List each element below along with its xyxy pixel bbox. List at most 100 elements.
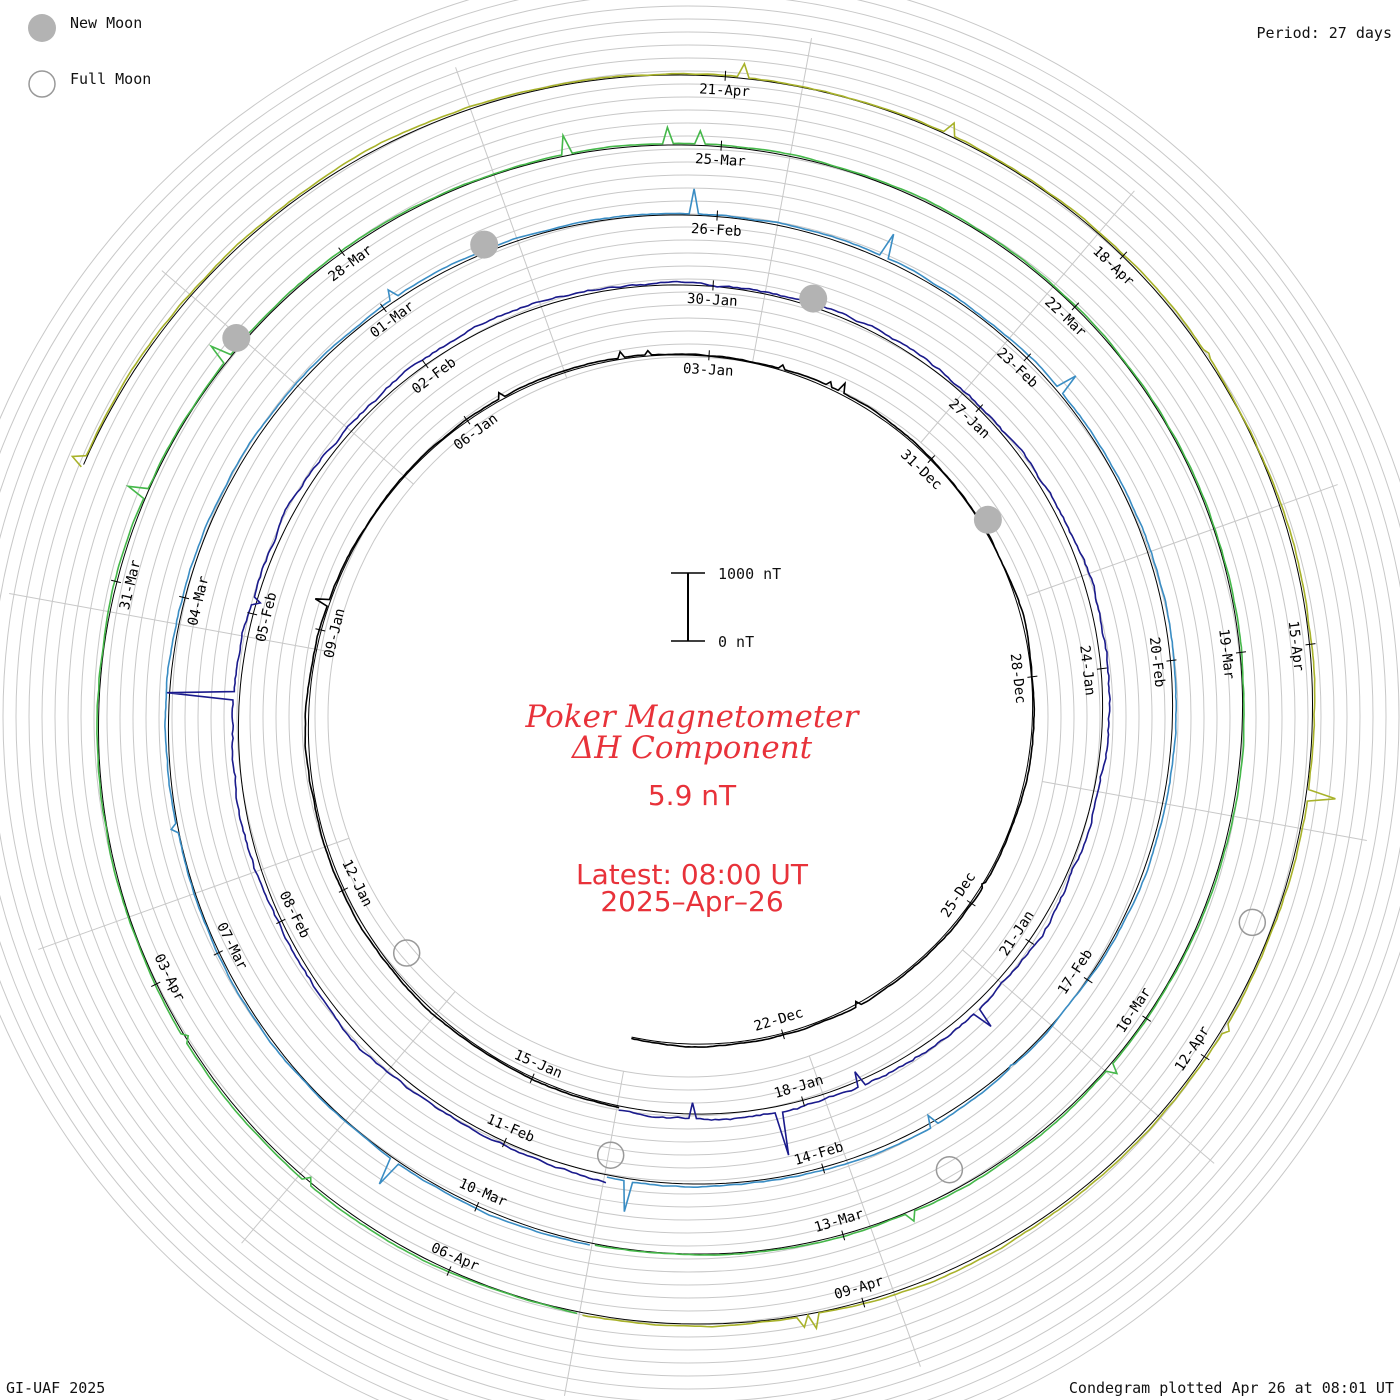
date-label-layer: 22-Dec25-Dec28-Dec31-Dec03-Jan06-Jan09-J… — [111, 70, 1316, 1308]
date-tick — [1083, 977, 1093, 984]
date-tick — [502, 1137, 507, 1148]
full-moon-marker — [935, 1155, 964, 1184]
date-label: 17-Feb — [1055, 946, 1096, 997]
grid-circle — [236, 265, 1140, 1169]
date-tick — [1027, 675, 1038, 678]
grid-circle — [262, 291, 1114, 1143]
grid-circle — [171, 200, 1205, 1234]
grid-spoke — [455, 67, 568, 379]
date-tick — [801, 1096, 805, 1107]
grid-circle — [0, 18, 1387, 1400]
date-label: 26-Feb — [691, 221, 742, 240]
date-label: 18-Jan — [772, 1072, 825, 1102]
scale-bar: 1000 nT 0 nT — [671, 565, 781, 651]
date-label: 01-Mar — [367, 298, 417, 341]
footer-plot-time: Condegram plotted Apr 26 at 08:01 UT — [1069, 1379, 1394, 1397]
date-tick — [1142, 1015, 1152, 1022]
date-label: 08-Feb — [276, 889, 313, 941]
date-tick — [1096, 667, 1107, 670]
date-tick — [338, 887, 349, 893]
date-tick — [975, 404, 984, 413]
date-tick — [1200, 1053, 1210, 1061]
grid-circle — [145, 174, 1231, 1260]
date-tick — [1235, 651, 1247, 654]
scale-bottom-label: 0 nT — [718, 633, 754, 651]
date-label: 16-Mar — [1114, 985, 1155, 1036]
date-tick — [720, 140, 723, 151]
date-label: 18-Apr — [1089, 243, 1137, 289]
grid-circle — [93, 122, 1283, 1312]
date-tick — [966, 900, 976, 907]
series-line — [96, 124, 1245, 1315]
date-label: 31-Dec — [897, 447, 945, 493]
new-moon-legend-label: New Moon — [70, 14, 142, 32]
date-label: 20-Feb — [1146, 636, 1168, 688]
full-moon-marker — [596, 1141, 625, 1169]
grid-circle — [2, 31, 1374, 1400]
date-tick — [1023, 353, 1032, 362]
date-label: 14-Feb — [792, 1139, 845, 1169]
date-tick — [861, 1297, 866, 1308]
latest-time: Latest: 08:00 UT — [576, 858, 809, 891]
full-moon-legend-icon — [28, 70, 56, 98]
series-line — [70, 61, 1336, 1331]
date-label: 21-Apr — [699, 81, 750, 100]
grid-circle — [223, 252, 1153, 1182]
date-tick — [380, 303, 387, 313]
date-label: 07-Mar — [213, 920, 250, 972]
date-label: 03-Jan — [682, 361, 733, 380]
date-label: 06-Jan — [451, 411, 501, 454]
date-label: 10-Mar — [456, 1176, 509, 1211]
grid-circle — [327, 356, 1049, 1078]
date-tick — [927, 455, 936, 464]
grid-spoke — [751, 38, 813, 363]
new-moon-marker — [470, 230, 499, 259]
date-label: 22-Dec — [752, 1005, 805, 1035]
grid-circle — [119, 148, 1257, 1286]
grid-circle — [54, 83, 1322, 1351]
new-moon-marker — [222, 324, 251, 352]
date-label: 24-Jan — [1076, 644, 1098, 696]
grid-circle — [249, 278, 1127, 1156]
date-tick — [841, 1230, 846, 1241]
date-tick — [1025, 938, 1035, 945]
series-line — [304, 349, 1036, 1109]
series-line — [166, 280, 1111, 1184]
grid-circle — [197, 226, 1179, 1208]
series-line — [164, 188, 1177, 1246]
grid-circle — [132, 161, 1244, 1273]
period-label: Period: 27 days — [1257, 24, 1392, 42]
date-tick — [1119, 251, 1128, 260]
full-moon-marker — [392, 939, 421, 967]
grid-circle — [15, 44, 1361, 1390]
latest-date: 2025–Apr–26 — [600, 885, 783, 918]
grid-spoke — [962, 949, 1215, 1164]
current-value: 5.9 nT — [648, 779, 737, 812]
full-moon-marker — [1238, 908, 1267, 937]
new-moon-legend-icon — [28, 14, 56, 42]
date-tick — [247, 612, 258, 616]
grid-circle — [158, 187, 1218, 1247]
chart-title-line1: Poker Magnetometer — [525, 699, 861, 735]
date-tick — [179, 595, 190, 600]
scale-top-label: 1000 nT — [718, 565, 781, 583]
date-label: 28-Dec — [1007, 652, 1029, 704]
date-tick — [708, 350, 710, 361]
date-tick — [1166, 659, 1177, 662]
date-label: 25-Mar — [695, 151, 746, 170]
grid-circle — [210, 239, 1166, 1195]
date-tick — [111, 579, 121, 584]
date-tick — [712, 280, 714, 291]
date-tick — [446, 1266, 452, 1276]
series-layer — [70, 61, 1336, 1331]
new-moon-marker — [973, 505, 1002, 534]
date-tick — [1305, 643, 1316, 646]
date-tick — [463, 415, 471, 425]
grid-circle — [314, 343, 1062, 1091]
grid-circle — [288, 317, 1088, 1117]
date-tick — [821, 1163, 826, 1174]
grid-circle — [275, 304, 1101, 1130]
grid-circle — [67, 96, 1309, 1338]
